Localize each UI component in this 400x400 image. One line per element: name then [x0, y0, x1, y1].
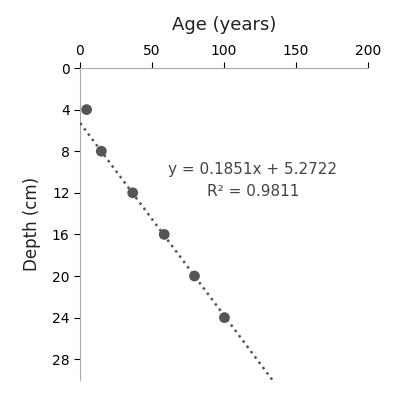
Point — [130, 190, 136, 196]
Y-axis label: Depth (cm): Depth (cm) — [23, 177, 41, 271]
Title: Age (years): Age (years) — [172, 16, 276, 34]
Text: y = 0.1851x + 5.2722
R² = 0.9811: y = 0.1851x + 5.2722 R² = 0.9811 — [168, 162, 337, 199]
Point — [84, 106, 90, 113]
Point — [191, 273, 198, 279]
Point — [221, 314, 228, 321]
Point — [161, 231, 168, 238]
Point — [98, 148, 104, 154]
